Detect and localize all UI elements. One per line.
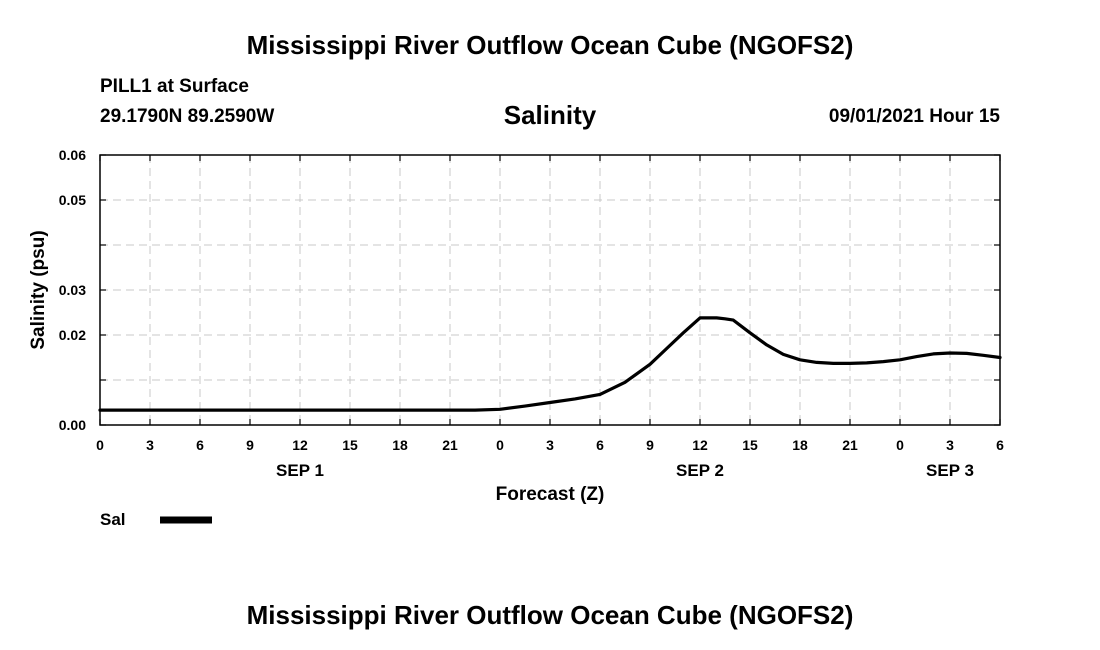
x-tick-label: 21 (442, 437, 458, 453)
x-tick-label: 3 (946, 437, 954, 453)
x-tick-label: 0 (496, 437, 504, 453)
footer-title: Mississippi River Outflow Ocean Cube (NG… (246, 600, 854, 630)
y-tick-label: 0.06 (59, 147, 86, 163)
x-tick-label: 6 (196, 437, 204, 453)
forecast-datetime: 09/01/2021 Hour 15 (828, 106, 1000, 127)
x-axis-label: Forecast (Z) (496, 484, 605, 505)
x-tick-label: 15 (342, 437, 358, 453)
x-tick-label: 9 (246, 437, 254, 453)
y-tick-label: 0.03 (59, 282, 86, 298)
series-line-sal (98, 316, 1002, 412)
x-tick-label: 12 (292, 437, 308, 453)
chart-series (98, 316, 1002, 412)
legend-label-sal: Sal (100, 510, 126, 529)
y-tick-label: 0.02 (59, 327, 86, 343)
x-tick-label: 12 (692, 437, 708, 453)
x-tick-label: 0 (896, 437, 904, 453)
x-tick-label: 6 (596, 437, 604, 453)
x-tick-label: 9 (646, 437, 654, 453)
x-tick-label: 15 (742, 437, 758, 453)
chart-grid (100, 155, 1000, 425)
x-tick-label: 21 (842, 437, 858, 453)
x-tick-label: 3 (546, 437, 554, 453)
x-tick-label: 0 (96, 437, 104, 453)
station-label: PILL1 at Surface (100, 76, 249, 97)
x-tick-label: 18 (792, 437, 808, 453)
x-tick-label: 6 (996, 437, 1004, 453)
day-label: SEP 2 (676, 461, 724, 480)
chart-title: Salinity (503, 100, 597, 130)
x-tick-label: 3 (146, 437, 154, 453)
y-tick-label: 0.00 (59, 417, 86, 433)
y-tick-label: 0.05 (59, 192, 86, 208)
day-label: SEP 3 (926, 461, 974, 480)
chart-legend: Sal (100, 510, 212, 529)
station-coords: 29.1790N 89.2590W (100, 106, 275, 127)
x-tick-label: 18 (392, 437, 408, 453)
y-axis-label: Salinity (psu) (28, 230, 49, 349)
axis-ticks: 0 3 6 9 12 15 18 21 0 3 6 9 12 15 18 21 0 3 6 0.00 0.02 0.03 0… (59, 147, 1004, 480)
page-title: Mississippi River Outflow Ocean Cube (NG… (246, 30, 854, 60)
day-label: SEP 1 (276, 461, 324, 480)
